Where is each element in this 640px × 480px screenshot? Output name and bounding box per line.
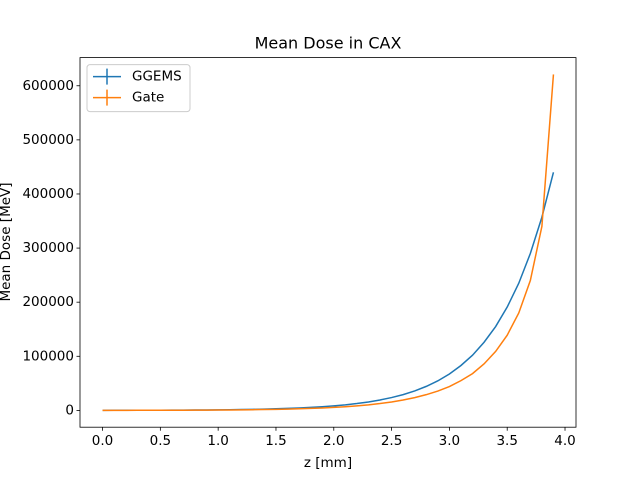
x-tick-label: 2.5 xyxy=(381,433,402,449)
data-line xyxy=(102,74,555,412)
y-axis-label: Mean Dose [MeV] xyxy=(0,182,14,301)
y-tick-label: 0 xyxy=(65,402,74,418)
legend-label: GGEMS xyxy=(132,69,182,85)
legend-label: Gate xyxy=(132,90,164,106)
chart-title: Mean Dose in CAX xyxy=(255,34,402,53)
x-axis-label: z [mm] xyxy=(304,455,352,471)
y-tick-label: 400000 xyxy=(22,186,74,202)
x-tick-label: 3.5 xyxy=(496,433,517,449)
y-tick-label: 300000 xyxy=(22,240,74,256)
y-tick-label: 600000 xyxy=(22,78,74,94)
y-tick-label: 500000 xyxy=(22,132,74,148)
y-tick-label: 100000 xyxy=(22,348,74,364)
data-line xyxy=(102,172,555,412)
x-tick-label: 0.5 xyxy=(150,433,171,449)
x-tick-label: 1.5 xyxy=(265,433,286,449)
x-tick-label: 3.0 xyxy=(439,433,460,449)
x-tick-label: 2.0 xyxy=(323,433,344,449)
x-tick-label: 1.0 xyxy=(207,433,228,449)
x-tick-label: 4.0 xyxy=(554,433,575,449)
y-tick-label: 200000 xyxy=(22,294,74,310)
x-tick-label: 0.0 xyxy=(92,433,113,449)
plot-frame xyxy=(79,57,577,428)
